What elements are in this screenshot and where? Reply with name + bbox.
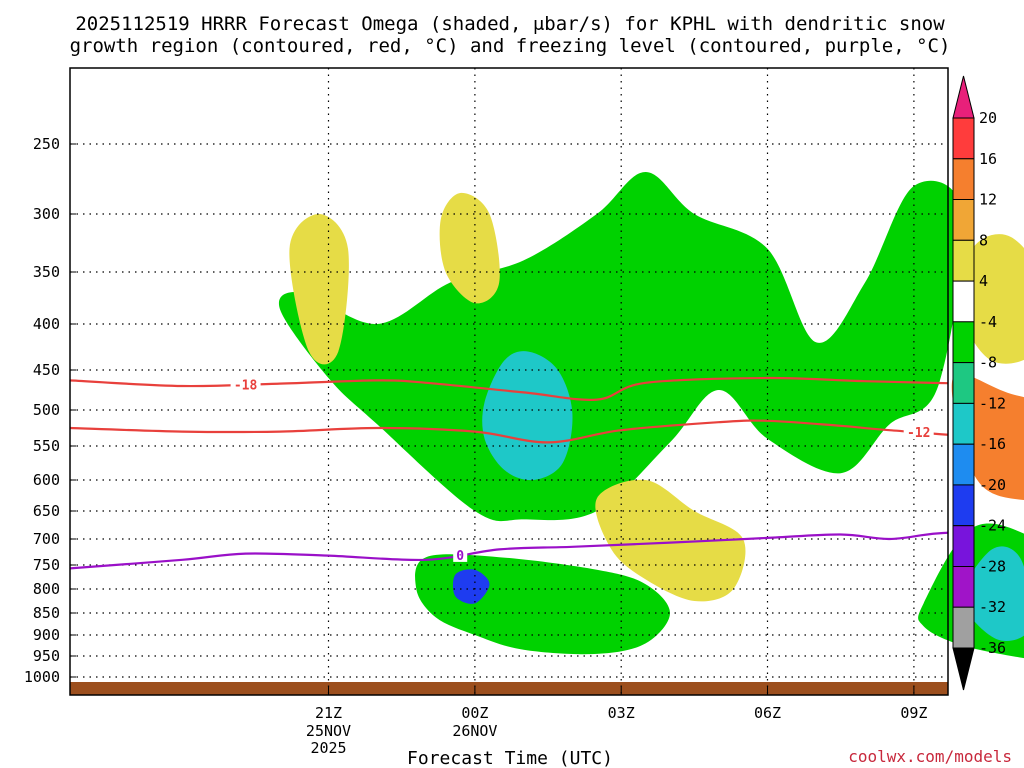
y-tick-label-600: 600 (33, 471, 60, 489)
y-tick-label-350: 350 (33, 263, 60, 281)
plot-area: -18 -12 0 (69, 67, 1024, 696)
colorbar-bin-3 (952, 199, 975, 241)
y-tick-label-550: 550 (33, 437, 60, 455)
contour-label-bg-1 (903, 425, 934, 440)
colorbar-label-7: -12 (979, 394, 1006, 412)
contour-line-0 (70, 376, 948, 401)
colorbar-bin-12 (952, 566, 975, 608)
colorbar-bin-13 (952, 606, 975, 649)
colorbar-label-0: 20 (979, 109, 997, 127)
colorbar-bin-11 (952, 525, 975, 568)
x-tick-label-00Z: 00Z (461, 704, 488, 722)
contour-lines: -18 -12 0 (70, 376, 948, 570)
omega-region-11 (289, 214, 349, 365)
y-tick-label-850: 850 (33, 604, 60, 622)
contour-label-bg-0 (230, 377, 261, 392)
colorbar-over-triangle (952, 75, 975, 119)
x-axis: 21Z25NOV202500Z26NOV03Z06Z09Z12Z (306, 687, 927, 757)
chart-title-line-1: 2025112519 HRRR Forecast Omega (shaded, … (75, 13, 945, 35)
colorbar-label-13: -36 (979, 639, 1006, 657)
colorbar-label-6: -8 (979, 354, 997, 372)
contour-line-2 (70, 531, 948, 570)
ground-surface (70, 682, 948, 695)
colorbar: 20 16 12 8 4 -4 -8 -12 -16 -20 -24 -28 -32 -36 (952, 75, 1006, 691)
contour-label-0: -18 (234, 378, 258, 393)
y-tick-label-650: 650 (33, 502, 60, 520)
x-tick-label-09Z: 09Z (900, 704, 927, 722)
chart-title-line-2: growth region (contoured, red, °C) and f… (70, 35, 951, 57)
omega-region-10 (439, 192, 500, 304)
colorbar-label-10: -24 (979, 517, 1006, 535)
colorbar-under-triangle (952, 647, 975, 691)
contour-line-1 (70, 419, 948, 444)
y-tick-label-450: 450 (33, 361, 60, 379)
colorbar-bin-7 (952, 362, 975, 404)
contour-group-2 (70, 531, 948, 570)
y-axis: 250 300 350 400 450 500 550 600 650 700 750 800 850 9… (24, 135, 76, 686)
colorbar-bin-2 (952, 158, 975, 201)
colorbar-label-1: 16 (979, 150, 997, 168)
colorbar-label-11: -28 (979, 558, 1006, 576)
omega-region-3 (452, 569, 490, 604)
colorbar-label-3: 8 (979, 231, 988, 249)
omega-region-1 (482, 351, 573, 481)
x-tick-sublabel-25NOV: 25NOV (306, 722, 351, 740)
y-tick-label-1000: 1000 (24, 668, 60, 686)
colorbar-label-12: -32 (979, 598, 1006, 616)
plot-frame (69, 67, 949, 696)
y-tick-label-300: 300 (33, 205, 60, 223)
y-tick-label-950: 950 (33, 647, 60, 665)
contour-label-bg-2 (453, 547, 468, 562)
colorbar-label-4: 4 (979, 272, 988, 290)
x-tick-label-03Z: 03Z (608, 704, 635, 722)
omega-region-0 (278, 172, 964, 522)
omega-region-9 (961, 234, 1024, 364)
colorbar-bin-10 (952, 484, 975, 527)
contour-group-1 (70, 419, 948, 444)
colorbar-bin-5 (952, 280, 975, 323)
y-tick-label-900: 900 (33, 626, 60, 644)
colorbar-label-5: -4 (979, 313, 997, 331)
x-tick-sublabel-26NOV: 26NOV (452, 722, 497, 740)
colorbar-label-8: -16 (979, 435, 1006, 453)
x-tick-label-21Z: 21Z (315, 704, 342, 722)
y-tick-label-700: 700 (33, 530, 60, 548)
colorbar-label-2: 12 (979, 191, 997, 209)
x-tick-label-06Z: 06Z (754, 704, 781, 722)
omega-region-5 (962, 546, 1024, 641)
y-tick-label-250: 250 (33, 135, 60, 153)
y-tick-label-400: 400 (33, 315, 60, 333)
contour-group-0 (70, 376, 948, 401)
colorbar-bin-1 (952, 117, 975, 160)
contour-label-1: -12 (907, 426, 930, 441)
colorbar-bin-6 (952, 321, 975, 364)
colorbar-label-9: -20 (979, 476, 1006, 494)
y-tick-label-500: 500 (33, 401, 60, 419)
colorbar-bin-9 (952, 443, 975, 486)
colorbar-bin-8 (952, 402, 975, 445)
contour-label-2: 0 (456, 549, 464, 564)
colorbar-bin-4 (952, 239, 975, 282)
x-axis-title: Forecast Time (UTC) (407, 748, 613, 768)
y-tick-label-800: 800 (33, 580, 60, 598)
omega-region-6 (595, 479, 746, 602)
credit-text: coolwx.com/models (848, 747, 1012, 766)
y-tick-label-750: 750 (33, 556, 60, 574)
x-tick-sublabel-2025: 2025 (310, 739, 346, 757)
